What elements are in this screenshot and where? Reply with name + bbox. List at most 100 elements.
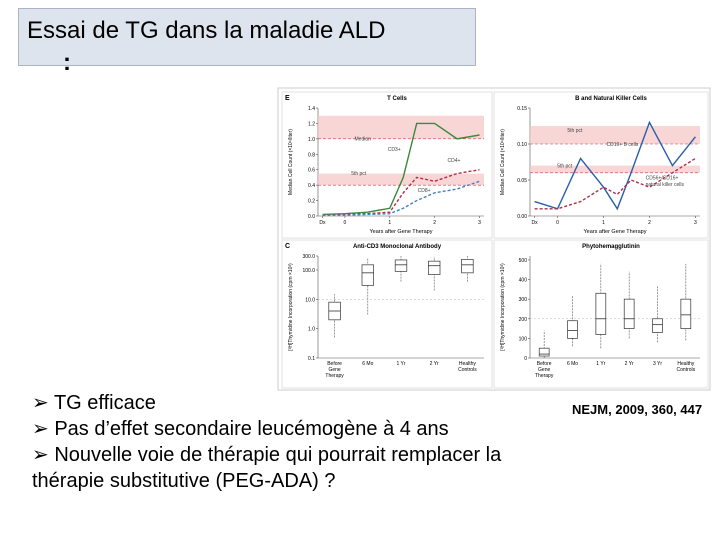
series-line — [534, 120, 696, 211]
box — [461, 259, 474, 274]
y-tick-label: 400 — [519, 278, 528, 284]
panel-letter: C — [285, 243, 290, 250]
x-tick-label: 2 Yr — [625, 361, 634, 367]
bullet-marker: ➢ — [32, 418, 49, 440]
bullet-marker: ➢ — [32, 392, 49, 414]
x-tick-label: 3 Yr — [653, 361, 662, 367]
x-tick-label: Controls — [677, 367, 696, 373]
panel-title: T Cells — [387, 96, 407, 102]
y-tick-label: 1.0 — [308, 327, 315, 333]
annotation: CD3+ — [388, 147, 401, 153]
x-tick-label: Therapy — [535, 373, 554, 379]
x-tick-label: Before — [537, 361, 552, 367]
bullet: ➢ Pas d’effet secondaire leucémogène à 4… — [32, 416, 510, 442]
box — [394, 259, 408, 272]
box — [595, 292, 607, 335]
reference-band — [318, 173, 484, 186]
bullet-list: ➢ TG efficace ➢ Pas d’effet secondaire le… — [32, 390, 510, 494]
bullet-text: Pas d’effet secondaire leucémogène à 4 a… — [54, 418, 449, 440]
y-tick-label: 0.00 — [517, 214, 527, 220]
y-tick-label: 0.8 — [308, 152, 315, 158]
series-line — [534, 157, 696, 210]
x-tick-label: 1 — [388, 220, 391, 226]
reference-band — [530, 126, 700, 144]
box — [538, 347, 550, 357]
box — [680, 298, 692, 329]
annotation: 5th pct — [351, 171, 367, 177]
y-axis-label: [³H]Thymidine Incorporation (cpm ×10³) — [288, 263, 294, 351]
annotation: 5th pct — [557, 163, 573, 169]
y-tick-label: 200 — [519, 317, 528, 323]
x-tick-label: 1 — [602, 220, 605, 226]
title-box: Essai de TG dans la maladie ALD : — [18, 8, 476, 76]
y-tick-label: 100 — [519, 336, 528, 342]
y-tick-label: 1.0 — [308, 137, 315, 143]
x-tick-label: 3 — [694, 220, 697, 226]
x-tick-label: Controls — [458, 367, 477, 373]
x-tick-label: Before — [327, 361, 342, 367]
y-tick-label: 0.05 — [517, 178, 527, 184]
bullet-text: Nouvelle voie de thérapie qui pourrait r… — [32, 444, 502, 492]
bullet: ➢ Nouvelle voie de thérapie qui pourrait… — [32, 442, 510, 494]
x-tick-label: Dx — [319, 220, 326, 226]
panel-title: Phytohemagglutinin — [582, 244, 640, 250]
x-tick-label: Therapy — [325, 373, 344, 379]
bullet-marker: ➢ — [32, 444, 49, 466]
y-tick-label: 300 — [519, 297, 528, 303]
y-tick-label: 0.0 — [308, 214, 315, 220]
y-tick-label: 10.0 — [305, 297, 315, 303]
x-tick-label: 3 — [478, 220, 481, 226]
title-continued: : — [63, 49, 71, 76]
x-tick-label: Gene — [328, 367, 340, 373]
panel-title: B and Natural Killer Cells — [575, 96, 647, 102]
x-tick-label: 0 — [344, 220, 347, 226]
x-axis-label: Years after Gene Therapy — [370, 229, 433, 235]
reference-band — [530, 165, 700, 173]
y-tick-label: 0.1 — [308, 356, 315, 362]
y-tick-label: 0 — [524, 356, 527, 362]
y-tick-label: 1.2 — [308, 121, 315, 127]
panel-frame — [281, 239, 493, 389]
annotation: CD19+ B cells — [607, 142, 639, 148]
y-tick-label: 0.6 — [308, 168, 315, 174]
annotation: CD8+ — [418, 188, 431, 194]
annotation: CD4+ — [447, 158, 460, 164]
x-tick-label: 6 Mo — [362, 361, 373, 367]
panel-title: Anti-CD3 Monoclonal Antibody — [353, 244, 442, 250]
figure: E T Cells Median Cell Count (×10⁹/liter) 0.… — [277, 87, 711, 391]
title: Essai de TG dans la maladie ALD — [27, 17, 386, 44]
box — [652, 318, 663, 333]
y-axis-label: [³H]Thymidine Incorporation (cpm ×10³) — [500, 263, 506, 351]
y-axis-label: Median Cell Count (×10⁹/liter) — [288, 129, 294, 195]
x-tick-label: 2 — [648, 220, 651, 226]
citation: NEJM, 2009, 360, 447 — [572, 402, 703, 417]
y-axis-label: Median Cell Count (×10⁹/liter) — [500, 129, 506, 195]
x-axis-label: Years after Gene Therapy — [584, 229, 647, 235]
x-tick-label: 6 Mo — [567, 361, 578, 367]
annotation: 5th pct — [567, 128, 583, 134]
annotation: natural killer cells — [646, 182, 685, 188]
box — [361, 264, 374, 286]
y-tick-label: 0.15 — [517, 106, 527, 112]
bullet: ➢ TG efficace — [32, 390, 510, 416]
x-tick-label: 2 Yr — [430, 361, 439, 367]
series-line — [322, 122, 480, 216]
x-tick-label: Dx — [532, 220, 539, 226]
y-tick-label: 300.0 — [302, 254, 315, 260]
x-tick-label: 0 — [556, 220, 559, 226]
reference-band — [318, 115, 484, 139]
x-tick-label: 1 Yr — [596, 361, 605, 367]
y-tick-label: 500 — [519, 258, 528, 264]
annotation: Median — [355, 136, 372, 142]
x-tick-label: 2 — [433, 220, 436, 226]
box — [567, 320, 578, 339]
box — [623, 298, 635, 329]
annotation: CD56+/CD16+ — [646, 175, 679, 181]
y-tick-label: 0.2 — [308, 199, 315, 205]
box — [428, 260, 441, 275]
series-line — [322, 180, 480, 216]
y-tick-label: 1.4 — [308, 106, 315, 112]
y-tick-label: 0.4 — [308, 183, 315, 189]
x-tick-label: Gene — [538, 367, 550, 373]
